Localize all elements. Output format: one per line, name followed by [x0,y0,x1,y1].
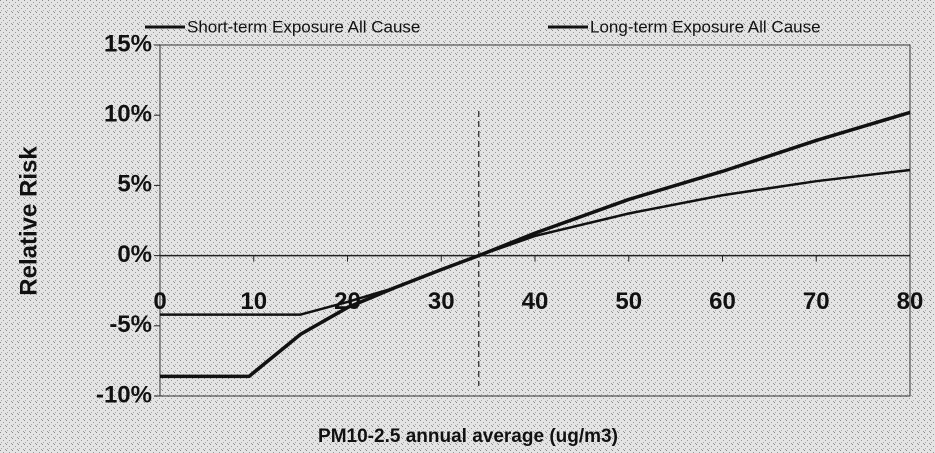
x-tick-label: 10 [240,288,267,315]
y-tick-label: 0% [117,241,152,268]
legend-label: Short-term Exposure All Cause [187,17,420,36]
x-tick-label: 30 [428,288,455,315]
x-tick-label: 40 [522,288,549,315]
y-tick-label: -5% [109,311,152,338]
y-tick-label: 15% [104,30,152,57]
y-axis-label: Relative Risk [15,146,42,296]
x-axis-label: PM10-2.5 annual average (ug/m3) [318,426,618,447]
plot-area [159,44,911,397]
x-tick-label: 80 [897,288,924,315]
x-tick-label: 50 [615,288,642,315]
x-tick-label: 70 [803,288,830,315]
y-tick-label: 10% [104,101,152,128]
x-tick-label: 0 [153,288,166,315]
x-tick-label: 60 [709,288,736,315]
legend-label: Long-term Exposure All Cause [590,17,821,36]
series-line [160,110,911,379]
y-tick-label: -10% [96,381,152,408]
y-tick-label: 5% [117,171,152,198]
